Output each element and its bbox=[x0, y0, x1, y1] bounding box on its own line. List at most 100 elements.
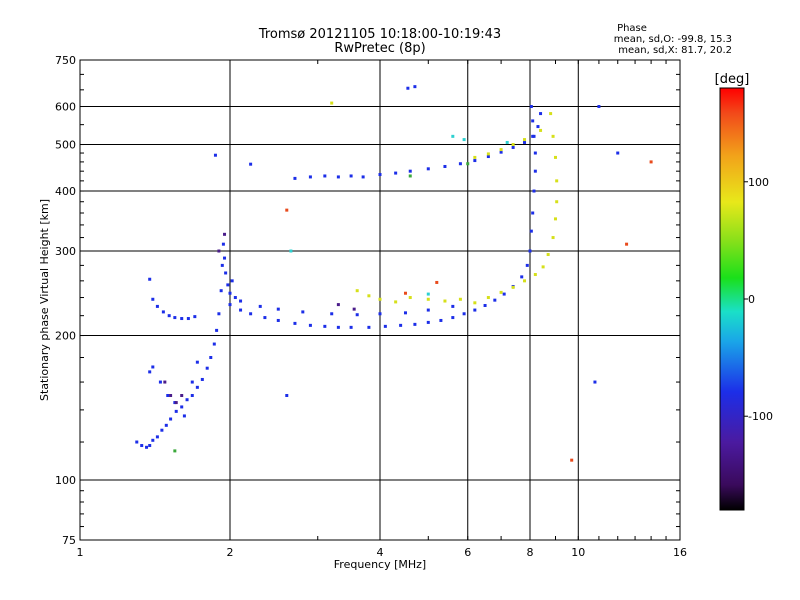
data-point bbox=[533, 169, 537, 173]
data-point bbox=[413, 322, 417, 326]
data-point bbox=[536, 125, 540, 129]
data-point bbox=[466, 162, 470, 166]
data-point bbox=[549, 112, 553, 116]
colorbar-tick-label: -100 bbox=[748, 410, 773, 423]
data-point bbox=[483, 303, 487, 307]
data-point bbox=[263, 316, 267, 320]
data-point bbox=[367, 325, 371, 329]
data-point bbox=[228, 303, 232, 307]
y-axis-label: Stationary phase Virtual Height [km] bbox=[38, 199, 51, 401]
data-point bbox=[426, 167, 430, 171]
data-point bbox=[533, 151, 537, 155]
data-point bbox=[336, 303, 340, 307]
data-points bbox=[135, 85, 653, 462]
data-point bbox=[293, 176, 297, 180]
data-point bbox=[505, 140, 509, 144]
data-point bbox=[258, 304, 262, 308]
data-point bbox=[185, 398, 189, 402]
x-tick-label: 8 bbox=[527, 546, 534, 559]
data-point bbox=[174, 409, 178, 413]
data-point bbox=[539, 112, 543, 116]
data-point bbox=[349, 325, 353, 329]
data-point bbox=[511, 143, 515, 147]
data-point bbox=[539, 128, 543, 132]
data-point bbox=[167, 314, 171, 318]
data-point bbox=[426, 292, 430, 296]
data-point bbox=[361, 175, 365, 179]
data-point bbox=[308, 323, 312, 327]
data-point bbox=[276, 307, 280, 311]
data-point bbox=[520, 275, 524, 279]
data-point bbox=[523, 138, 527, 142]
x-tick-label: 10 bbox=[571, 546, 585, 559]
data-point bbox=[213, 153, 217, 157]
data-point bbox=[408, 296, 412, 300]
data-point bbox=[499, 148, 503, 152]
data-point bbox=[546, 253, 550, 257]
data-point bbox=[439, 318, 443, 322]
data-point bbox=[616, 151, 620, 155]
data-point bbox=[451, 134, 455, 138]
data-point bbox=[174, 401, 178, 405]
data-point bbox=[451, 316, 455, 320]
data-point bbox=[195, 360, 199, 364]
data-point bbox=[493, 298, 497, 302]
data-point bbox=[349, 174, 353, 178]
data-point bbox=[523, 279, 527, 283]
y-tick-label: 75 bbox=[62, 534, 76, 547]
data-point bbox=[173, 449, 177, 453]
data-point bbox=[220, 263, 224, 267]
data-point bbox=[212, 342, 216, 346]
y-tick-label: 400 bbox=[55, 185, 76, 198]
data-point bbox=[224, 271, 228, 275]
phase-heading: Phase bbox=[617, 23, 647, 34]
data-point bbox=[486, 152, 490, 156]
y-tick-label: 600 bbox=[55, 101, 76, 114]
data-point bbox=[145, 445, 149, 449]
data-point bbox=[190, 380, 194, 384]
data-point bbox=[200, 377, 204, 381]
data-point bbox=[164, 423, 168, 427]
x-tick-label: 4 bbox=[377, 546, 384, 559]
data-point bbox=[499, 290, 503, 294]
data-point bbox=[523, 140, 527, 144]
data-point bbox=[223, 256, 227, 260]
data-point bbox=[151, 365, 155, 369]
data-point bbox=[426, 308, 430, 312]
data-point bbox=[406, 86, 410, 90]
data-point bbox=[285, 394, 289, 398]
data-point bbox=[161, 310, 165, 314]
data-point bbox=[166, 394, 170, 398]
data-point bbox=[443, 164, 447, 168]
x-tick-label: 6 bbox=[464, 546, 471, 559]
data-point bbox=[180, 405, 184, 409]
data-point bbox=[205, 366, 209, 370]
y-tick-label: 100 bbox=[55, 474, 76, 487]
data-point bbox=[511, 145, 515, 149]
data-point bbox=[289, 249, 293, 253]
data-point bbox=[533, 273, 537, 277]
data-point bbox=[160, 428, 164, 432]
data-point bbox=[511, 285, 515, 289]
colorbar-tick-label: 100 bbox=[748, 176, 769, 189]
data-point bbox=[378, 173, 382, 177]
data-point bbox=[462, 312, 466, 316]
data-point bbox=[217, 249, 221, 253]
data-point bbox=[301, 310, 305, 314]
data-point bbox=[148, 444, 152, 448]
data-point bbox=[308, 175, 312, 179]
data-point bbox=[532, 189, 536, 193]
data-point bbox=[529, 229, 533, 233]
colorbar bbox=[719, 87, 745, 511]
data-point bbox=[528, 249, 532, 253]
data-point bbox=[531, 211, 535, 215]
y-tick-label: 300 bbox=[55, 245, 76, 258]
phase-stats-x: mean, sd,X: 81.7, 20.2 bbox=[618, 45, 732, 56]
data-point bbox=[323, 324, 327, 328]
data-point bbox=[394, 300, 398, 304]
data-point bbox=[555, 200, 559, 204]
data-point bbox=[233, 296, 237, 300]
y-tick-label: 500 bbox=[55, 139, 76, 152]
colorbar-ticks: 100 0 -100 bbox=[744, 176, 773, 423]
data-point bbox=[285, 208, 289, 212]
